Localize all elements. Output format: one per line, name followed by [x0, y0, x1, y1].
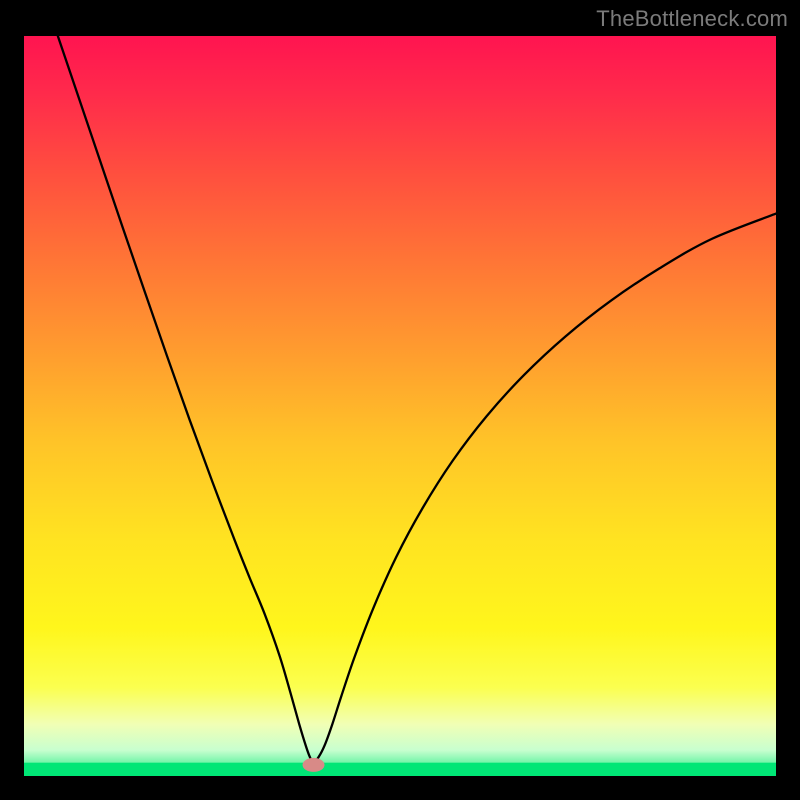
chart-plot-area	[24, 36, 776, 776]
chart-container: TheBottleneck.com	[0, 0, 800, 800]
chart-bottom-band	[24, 763, 776, 776]
bottleneck-chart	[0, 0, 800, 800]
watermark-text: TheBottleneck.com	[596, 6, 788, 32]
optimal-point-marker	[303, 758, 325, 772]
